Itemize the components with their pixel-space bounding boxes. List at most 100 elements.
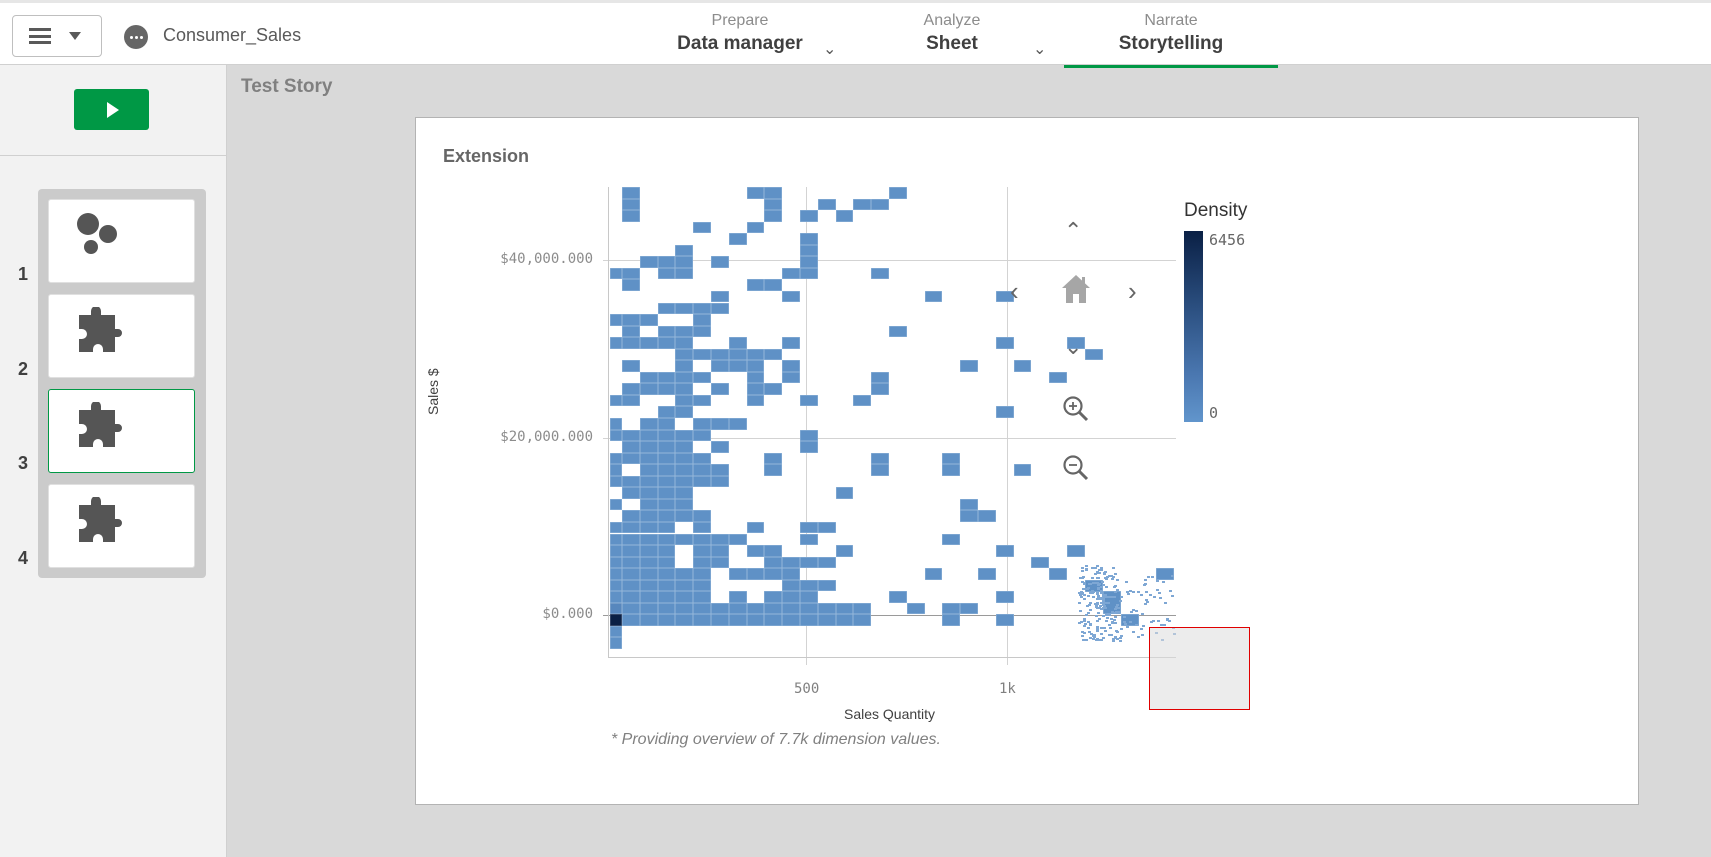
heatmap-cell[interactable] — [782, 614, 800, 626]
heatmap-cell[interactable] — [639, 441, 658, 453]
heatmap-cell[interactable] — [622, 602, 640, 615]
heatmap-cell[interactable] — [889, 591, 907, 603]
heatmap-cell[interactable] — [711, 360, 729, 372]
heatmap-cell[interactable] — [800, 614, 818, 626]
heatmap-cell[interactable] — [782, 290, 800, 303]
heatmap-cell[interactable] — [693, 418, 711, 430]
heatmap-cell[interactable] — [675, 498, 694, 511]
heatmap-cell[interactable] — [610, 521, 622, 534]
heatmap-cell[interactable] — [782, 337, 800, 349]
heatmap-cell[interactable] — [622, 452, 640, 465]
heatmap-cell[interactable] — [610, 337, 622, 349]
heatmap-cell[interactable] — [622, 579, 640, 592]
heatmap-cell[interactable] — [746, 602, 765, 615]
heatmap-cell[interactable] — [657, 337, 676, 349]
heatmap-cell[interactable] — [817, 602, 836, 615]
heatmap-cell[interactable] — [693, 579, 711, 592]
heatmap-cell[interactable] — [622, 568, 640, 580]
heatmap-cell[interactable] — [711, 256, 729, 268]
heatmap-cell[interactable] — [675, 267, 694, 280]
heatmap-cell[interactable] — [711, 545, 729, 557]
heatmap-cell[interactable] — [746, 360, 765, 372]
heatmap-cell[interactable] — [1049, 371, 1067, 384]
heatmap-cell[interactable] — [693, 602, 711, 615]
heatmap-cell[interactable] — [639, 614, 658, 626]
heatmap-cell[interactable] — [817, 198, 836, 211]
heatmap-cell[interactable] — [639, 383, 658, 395]
heatmap-cell[interactable] — [657, 533, 676, 546]
heatmap-cell[interactable] — [782, 602, 800, 615]
heatmap-cell[interactable] — [610, 568, 622, 580]
heatmap-cell[interactable] — [942, 464, 961, 476]
heatmap-cell[interactable] — [675, 337, 694, 349]
heatmap-cell[interactable] — [764, 464, 783, 476]
heatmap-cell[interactable] — [610, 429, 622, 442]
heatmap-cell[interactable] — [693, 545, 711, 557]
heatmap-cell[interactable] — [639, 337, 658, 349]
heatmap-cell[interactable] — [675, 406, 694, 418]
heatmap-cell[interactable] — [622, 545, 640, 557]
heatmap-cell[interactable] — [639, 429, 658, 442]
heatmap-cell[interactable] — [693, 325, 711, 338]
heatmap-cell[interactable] — [622, 325, 640, 338]
heatmap-cell[interactable] — [639, 314, 658, 326]
chevron-down-icon[interactable]: ⌄ — [1033, 41, 1047, 58]
heatmap-cell[interactable] — [675, 441, 694, 453]
heatmap-cell[interactable] — [764, 198, 783, 211]
heatmap-cell[interactable] — [800, 556, 818, 569]
heatmap-cell[interactable] — [610, 452, 622, 465]
heatmap-cell[interactable] — [764, 348, 783, 361]
heatmap-cell[interactable] — [764, 556, 783, 569]
heatmap-cell[interactable] — [622, 556, 640, 569]
heatmap-cell[interactable] — [610, 498, 622, 511]
heatmap-cell[interactable] — [657, 302, 676, 315]
heatmap-cell[interactable] — [622, 360, 640, 372]
heatmap-cell[interactable] — [782, 556, 800, 569]
heatmap-cell[interactable] — [978, 510, 996, 522]
heatmap-cell[interactable] — [693, 464, 711, 476]
heatmap-cell[interactable] — [800, 533, 818, 546]
pan-right-icon[interactable]: › — [1128, 276, 1137, 306]
heatmap-cell[interactable] — [1013, 464, 1032, 476]
heatmap-cell[interactable] — [610, 591, 622, 603]
heatmap-cell[interactable] — [610, 545, 622, 557]
heatmap-cell[interactable] — [622, 487, 640, 499]
heatmap-cell[interactable] — [764, 383, 783, 395]
heatmap-cell[interactable] — [622, 210, 640, 222]
heatmap-cell[interactable] — [657, 371, 676, 384]
heatmap-cell[interactable] — [657, 475, 676, 488]
heatmap-cell[interactable] — [728, 568, 747, 580]
heatmap-cell[interactable] — [853, 394, 872, 407]
heatmap-cell[interactable] — [942, 614, 961, 626]
heatmap-cell[interactable] — [657, 556, 676, 569]
slide-thumbnail-3[interactable] — [48, 389, 195, 473]
heatmap-cell[interactable] — [657, 267, 676, 280]
heatmap-cell[interactable] — [622, 475, 640, 488]
heatmap-cell[interactable] — [622, 441, 640, 453]
heatmap-cell[interactable] — [764, 545, 783, 557]
heatmap-cell[interactable] — [835, 210, 854, 222]
heatmap-cell[interactable] — [693, 221, 711, 234]
heatmap-cell[interactable] — [800, 591, 818, 603]
heatmap-cell[interactable] — [657, 383, 676, 395]
heatmap-cell[interactable] — [1156, 568, 1174, 580]
heatmap-cell[interactable] — [693, 556, 711, 569]
heatmap-cell[interactable] — [782, 267, 800, 280]
heatmap-cell[interactable] — [693, 521, 711, 534]
heatmap-cell[interactable] — [871, 198, 889, 211]
heatmap-cell[interactable] — [871, 464, 889, 476]
heatmap-cell[interactable] — [610, 267, 622, 280]
heatmap-cell[interactable] — [675, 244, 694, 257]
heatmap-cell[interactable] — [675, 371, 694, 384]
heatmap-cell[interactable] — [639, 521, 658, 534]
heatmap-cell[interactable] — [960, 602, 978, 615]
slide-thumbnail-2[interactable] — [48, 294, 195, 378]
heatmap-cell[interactable] — [817, 521, 836, 534]
heatmap-cell[interactable] — [835, 487, 854, 499]
heatmap-cell[interactable] — [800, 602, 818, 615]
heatmap-cell[interactable] — [746, 348, 765, 361]
heatmap-cell[interactable] — [693, 429, 711, 442]
heatmap-cell[interactable] — [610, 556, 622, 569]
heatmap-cell[interactable] — [622, 337, 640, 349]
heatmap-cell[interactable] — [942, 602, 961, 615]
